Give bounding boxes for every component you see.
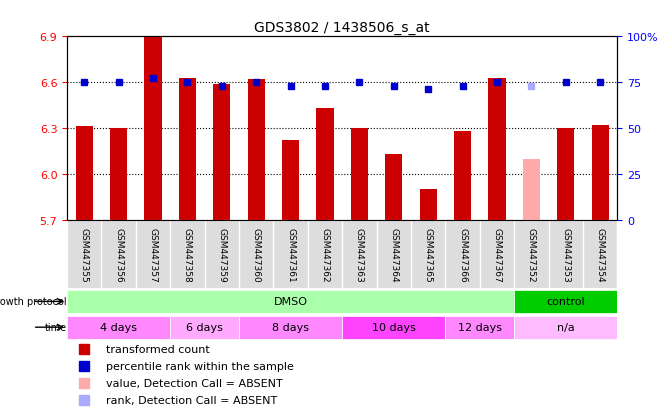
Text: 4 days: 4 days	[100, 323, 137, 332]
Text: GSM447357: GSM447357	[148, 227, 158, 282]
Bar	[76, 127, 93, 220]
Bar	[170, 316, 239, 339]
Bar	[592, 126, 609, 220]
Bar	[67, 316, 170, 339]
Bar	[514, 316, 617, 339]
Text: DMSO: DMSO	[274, 297, 307, 306]
Bar	[446, 316, 514, 339]
Text: time: time	[45, 323, 67, 332]
Text: GSM447358: GSM447358	[183, 227, 192, 282]
Title: GDS3802 / 1438506_s_at: GDS3802 / 1438506_s_at	[254, 21, 430, 35]
Text: 6 days: 6 days	[187, 323, 223, 332]
Text: value, Detection Call = ABSENT: value, Detection Call = ABSENT	[105, 378, 282, 388]
Bar	[239, 316, 342, 339]
Text: 10 days: 10 days	[372, 323, 416, 332]
Bar	[213, 84, 230, 220]
Text: 8 days: 8 days	[272, 323, 309, 332]
Bar	[67, 290, 514, 313]
Bar	[557, 129, 574, 220]
Text: GSM447352: GSM447352	[527, 227, 536, 282]
Bar	[523, 159, 540, 220]
Bar	[179, 78, 196, 220]
Bar	[342, 316, 446, 339]
Bar	[419, 190, 437, 220]
Bar	[282, 141, 299, 220]
Text: GSM447367: GSM447367	[493, 227, 501, 282]
Bar	[454, 132, 471, 220]
Text: GSM447362: GSM447362	[321, 227, 329, 282]
Bar	[488, 78, 505, 220]
Bar	[385, 154, 403, 220]
Text: percentile rank within the sample: percentile rank within the sample	[105, 361, 293, 371]
Text: GSM447354: GSM447354	[596, 227, 605, 282]
Text: GSM447359: GSM447359	[217, 227, 226, 282]
Text: GSM447366: GSM447366	[458, 227, 467, 282]
Text: control: control	[546, 297, 585, 306]
Text: GSM447353: GSM447353	[561, 227, 570, 282]
Text: GSM447361: GSM447361	[286, 227, 295, 282]
Text: GSM447364: GSM447364	[389, 227, 399, 282]
Text: GSM447360: GSM447360	[252, 227, 261, 282]
Text: rank, Detection Call = ABSENT: rank, Detection Call = ABSENT	[105, 395, 277, 405]
Bar	[514, 290, 617, 313]
Bar	[351, 129, 368, 220]
Bar	[317, 109, 333, 220]
Text: transformed count: transformed count	[105, 344, 209, 354]
Text: GSM447356: GSM447356	[114, 227, 123, 282]
Text: GSM447363: GSM447363	[355, 227, 364, 282]
Text: GSM447365: GSM447365	[423, 227, 433, 282]
Text: growth protocol: growth protocol	[0, 297, 67, 306]
Text: 12 days: 12 days	[458, 323, 502, 332]
Text: GSM447355: GSM447355	[80, 227, 89, 282]
Bar	[144, 37, 162, 220]
Text: n/a: n/a	[557, 323, 574, 332]
Bar	[110, 129, 127, 220]
Bar	[248, 80, 265, 220]
